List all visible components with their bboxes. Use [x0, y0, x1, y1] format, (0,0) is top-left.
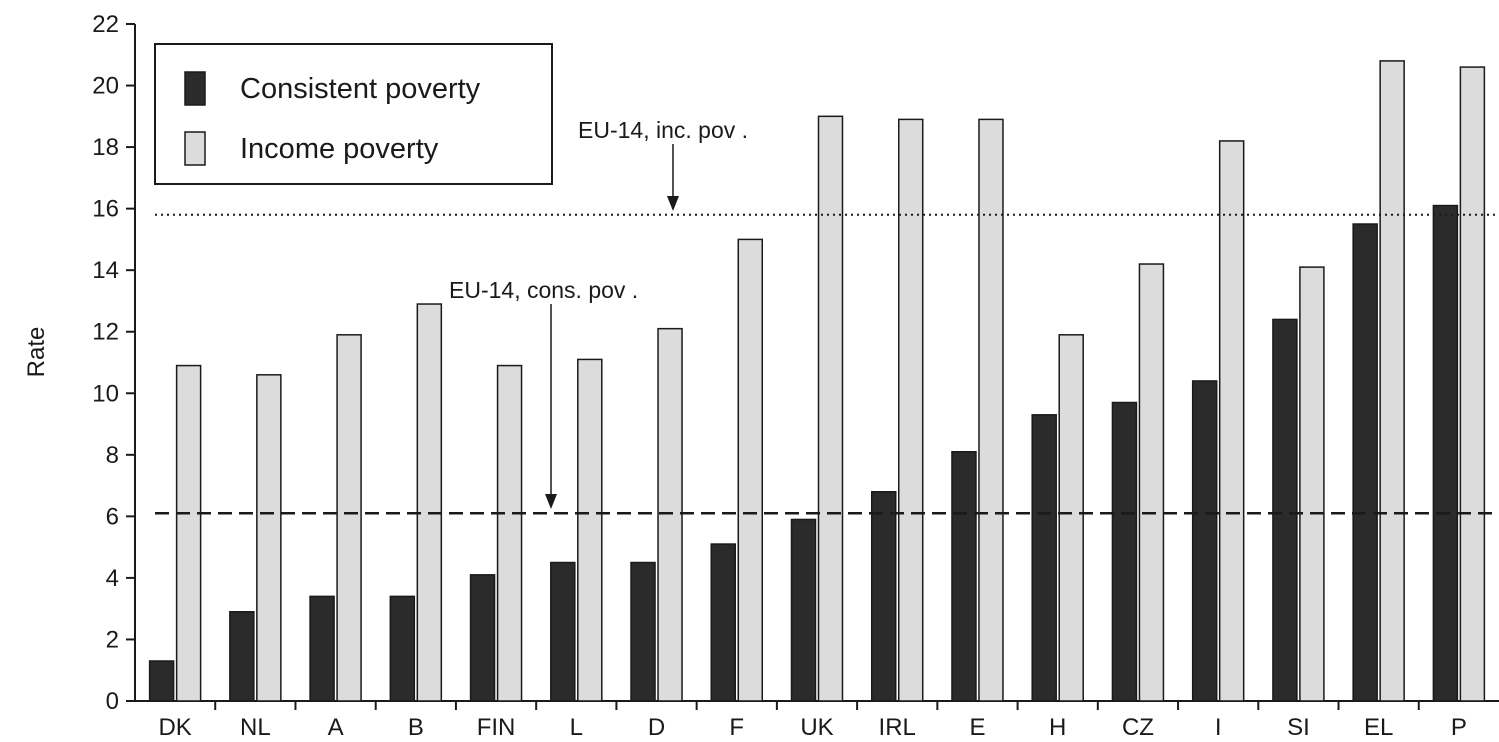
bar-consistent-poverty-si: [1272, 318, 1298, 702]
bar-income-poverty-a: [336, 334, 362, 702]
legend-label-consistent-poverty: Consistent poverty: [240, 73, 481, 105]
x-tick-label-f: F: [729, 714, 744, 741]
bar-income-poverty-nl: [256, 374, 282, 702]
x-tick-label-el: EL: [1364, 714, 1393, 741]
y-tick-label: 0: [106, 688, 119, 715]
bar-consistent-poverty-fin: [469, 574, 496, 702]
y-tick-label: 4: [106, 565, 119, 592]
x-axis: DK NL A B FIN L D F UK IRL E H CZ I SI EL P: [135, 700, 1499, 741]
legend-swatch-consistent-poverty: [184, 71, 206, 106]
y-tick-label: 20: [92, 73, 119, 100]
x-tick-label-si: SI: [1287, 714, 1310, 741]
x-tick-label-fin: FIN: [477, 714, 516, 741]
bar-consistent-poverty-h: [1031, 414, 1057, 702]
bar-consistent-poverty-e: [951, 450, 977, 702]
y-tick-label: 18: [92, 134, 119, 161]
bar-income-poverty-irl: [897, 118, 924, 702]
y-tick-label: 16: [92, 196, 119, 223]
bar-income-poverty-dk: [175, 364, 202, 702]
bar-consistent-poverty-p: [1432, 204, 1459, 702]
y-tick-label: 6: [106, 503, 119, 530]
bar-income-poverty-b: [416, 303, 443, 702]
x-tick-label-d: D: [648, 714, 665, 741]
bars: [148, 60, 1486, 702]
bar-income-poverty-cz: [1138, 263, 1165, 702]
x-tick-label-p: P: [1451, 714, 1467, 741]
bar-income-poverty-uk: [817, 115, 844, 702]
annotation-inc-pov: EU-14, inc. pov .: [578, 117, 748, 143]
bar-consistent-poverty-nl: [229, 611, 255, 702]
bar-consistent-poverty-uk: [790, 518, 817, 702]
bar-consistent-poverty-a: [309, 595, 335, 702]
legend-swatch-income-poverty: [184, 131, 206, 166]
bar-consistent-poverty-b: [389, 595, 416, 702]
bar-consistent-poverty-d: [630, 561, 656, 702]
legend-label-income-poverty: Income poverty: [240, 133, 439, 165]
x-tick-label-i: I: [1215, 714, 1222, 741]
bar-consistent-poverty-irl: [870, 490, 897, 702]
bar-consistent-poverty-i: [1191, 380, 1218, 702]
annotation-cons-pov-arrowhead: [545, 494, 557, 509]
bar-consistent-poverty-dk: [148, 660, 175, 702]
y-tick-label: 12: [92, 319, 119, 346]
bar-income-poverty-d: [657, 327, 683, 702]
x-tick-label-nl: NL: [240, 714, 271, 741]
y-tick-label: 14: [92, 257, 119, 284]
y-tick-label: 2: [106, 626, 119, 653]
x-tick-label-l: L: [570, 714, 583, 741]
y-tick-label: 22: [92, 11, 119, 38]
x-tick-label-cz: CZ: [1122, 714, 1154, 741]
x-tick-label-uk: UK: [800, 714, 833, 741]
bar-income-poverty-e: [978, 118, 1004, 702]
y-tick-label: 8: [106, 442, 119, 469]
bar-consistent-poverty-cz: [1111, 401, 1138, 702]
x-tick-label-dk: DK: [158, 714, 191, 741]
bar-consistent-poverty-l: [550, 561, 576, 702]
bar-income-poverty-f: [737, 238, 764, 702]
y-axis-title: Rate: [23, 327, 50, 378]
legend: Consistent poverty Income poverty: [154, 43, 553, 185]
annotations: EU-14, inc. pov . EU-14, cons. pov .: [449, 117, 748, 509]
bar-income-poverty-l: [577, 358, 603, 702]
x-tick-label-e: E: [969, 714, 985, 741]
bar-consistent-poverty-el: [1352, 223, 1378, 702]
x-tick-label-irl: IRL: [879, 714, 916, 741]
bar-income-poverty-p: [1459, 66, 1486, 702]
x-tick-label-h: H: [1049, 714, 1066, 741]
bar-income-poverty-si: [1299, 266, 1325, 702]
bar-income-poverty-h: [1058, 334, 1084, 702]
x-tick-label-b: B: [408, 714, 424, 741]
reference-lines: [155, 213, 1499, 515]
bar-income-poverty-fin: [496, 364, 523, 702]
annotation-cons-pov: EU-14, cons. pov .: [449, 277, 638, 303]
y-axis: 0 2 4 6 8 10 12 14 16 18 20 22: [92, 11, 136, 715]
annotation-inc-pov-arrowhead: [667, 196, 679, 211]
y-tick-label: 10: [92, 380, 119, 407]
bar-consistent-poverty-f: [710, 543, 737, 702]
x-tick-label-a: A: [328, 714, 344, 741]
legend-box: [154, 43, 553, 185]
bar-income-poverty-el: [1379, 60, 1405, 702]
bar-income-poverty-i: [1218, 140, 1245, 702]
